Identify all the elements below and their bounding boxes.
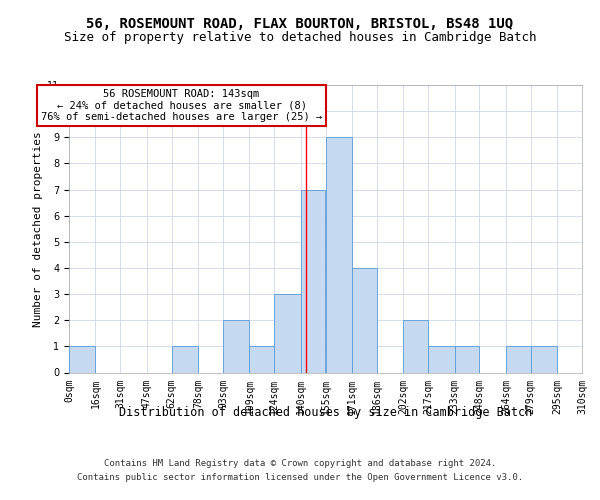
Bar [582, 320, 600, 372]
Bar [531, 346, 557, 372]
Bar [223, 320, 250, 372]
Bar [274, 294, 301, 372]
Text: Contains public sector information licensed under the Open Government Licence v3: Contains public sector information licen… [77, 473, 523, 482]
Text: 56 ROSEMOUNT ROAD: 143sqm
← 24% of detached houses are smaller (8)
76% of semi-d: 56 ROSEMOUNT ROAD: 143sqm ← 24% of detac… [41, 89, 322, 122]
Bar [250, 346, 274, 372]
Text: Size of property relative to detached houses in Cambridge Batch: Size of property relative to detached ho… [64, 31, 536, 44]
Bar [352, 268, 377, 372]
Text: Contains HM Land Registry data © Crown copyright and database right 2024.: Contains HM Land Registry data © Crown c… [104, 460, 496, 468]
Text: Distribution of detached houses by size in Cambridge Batch: Distribution of detached houses by size … [119, 406, 532, 419]
Text: 56, ROSEMOUNT ROAD, FLAX BOURTON, BRISTOL, BS48 1UQ: 56, ROSEMOUNT ROAD, FLAX BOURTON, BRISTO… [86, 18, 514, 32]
Bar [325, 138, 352, 372]
Bar [69, 346, 95, 372]
Bar [301, 190, 325, 372]
Bar [506, 346, 531, 372]
Y-axis label: Number of detached properties: Number of detached properties [33, 131, 43, 326]
Bar [428, 346, 455, 372]
Bar [172, 346, 198, 372]
Bar [455, 346, 479, 372]
Bar [403, 320, 428, 372]
